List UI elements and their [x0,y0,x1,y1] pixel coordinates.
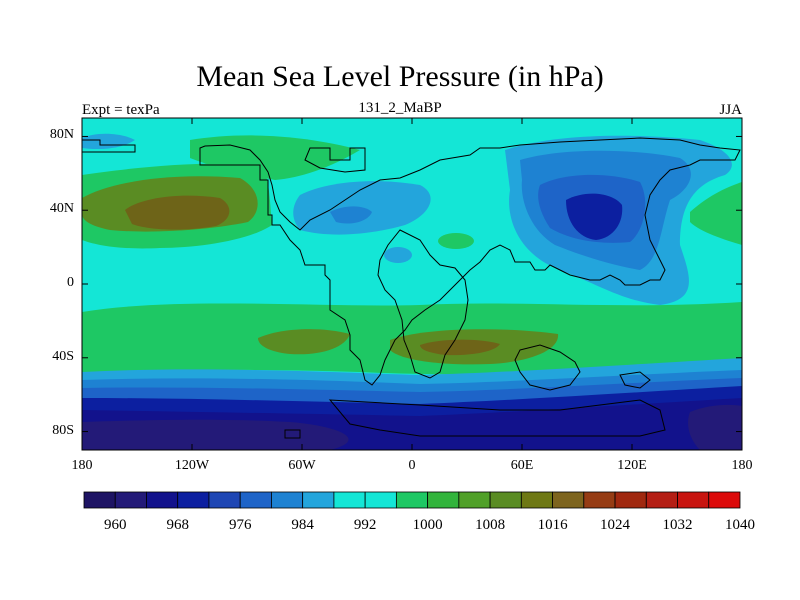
colorbar-label: 1024 [600,517,631,533]
colorbar-box [489,491,522,509]
colorbar-box [177,491,210,509]
colorbar-box [302,491,335,509]
colorbar-box [114,491,147,509]
colorbar-label: 1000 [412,517,443,533]
contour-s-dark-olive [420,339,500,356]
colorbar-label: 960 [103,517,127,533]
y-tick-label: 40N [49,201,74,217]
colorbar-label: 1032 [662,517,693,533]
x-tick-label: 120W [174,458,210,473]
colorbar-box [395,491,429,509]
colorbar-label: 976 [228,517,252,533]
plot-title: Mean Sea Level Pressure (in hPa) [196,60,604,93]
axis-ticks [81,118,743,450]
contour-asia-low-4 [566,193,623,240]
contour-so-6 [82,419,349,450]
colorbar-box [583,491,616,509]
x-tick-label: 180 [71,458,93,473]
colorbar-box [83,491,116,509]
colorbar-box [708,491,741,509]
colorbar-label: 984 [291,517,314,533]
colorbar [83,491,741,509]
season-label: JJA [719,102,742,118]
contour-ne-green [690,182,742,245]
contour-so-7 [688,404,742,450]
colorbar-box [552,491,585,509]
colorbar-box [520,491,553,509]
run-label: 131_2_MaBP [358,100,442,116]
y-tick-label: 80N [49,127,74,143]
colorbar-label: 1008 [475,517,506,533]
contour-africa-green [438,233,474,249]
contour-n-green-belt-2 [190,135,360,180]
y-tick-label: 80S [52,422,74,438]
colorbar-box [239,491,272,509]
coastlines [82,137,741,439]
x-tick-label: 180 [731,458,753,473]
experiment-label: Expt = texPa [82,102,160,118]
colorbar-box [614,491,647,509]
colorbar-label: 968 [166,517,189,533]
contour-n-dark-olive-high [125,195,230,230]
y-tick-label: 0 [67,275,74,290]
contour-africa-blue [384,247,412,263]
colorbar-box [427,491,460,509]
colorbar-box [645,491,678,509]
y-tick-label: 40S [52,348,74,364]
colorbar-box [677,491,710,509]
x-tick-label: 0 [408,458,416,473]
colorbar-box [208,491,241,509]
colorbar-box [458,491,491,509]
colorbar-box [333,491,366,509]
map-plot-area [82,118,742,450]
contour-natl-low-2 [330,206,372,224]
contour-s-olive-1 [258,329,350,355]
x-tick-label: 60W [288,458,316,473]
colorbar-label: 1016 [537,517,568,533]
x-tick-label: 120E [617,458,647,473]
colorbar-box [364,491,397,509]
colorbar-box [146,491,179,509]
x-tick-label: 60E [510,458,534,473]
colorbar-label: 992 [353,517,377,533]
colorbar-box [271,491,304,509]
colorbar-label: 1040 [725,517,755,533]
